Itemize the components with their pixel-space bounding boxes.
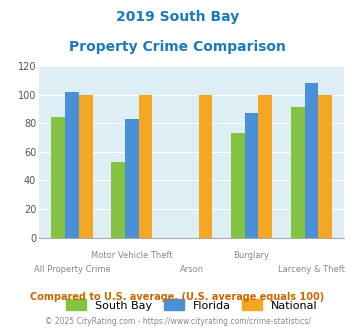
- Bar: [198, 95, 212, 238]
- Bar: [139, 95, 153, 238]
- Bar: [111, 162, 125, 238]
- Text: Motor Vehicle Theft: Motor Vehicle Theft: [91, 251, 173, 260]
- Bar: [291, 108, 305, 238]
- Bar: [245, 113, 258, 238]
- Text: Arson: Arson: [180, 265, 204, 274]
- Text: © 2025 CityRating.com - https://www.cityrating.com/crime-statistics/: © 2025 CityRating.com - https://www.city…: [45, 317, 310, 326]
- Text: Larceny & Theft: Larceny & Theft: [278, 265, 345, 274]
- Bar: [125, 119, 139, 238]
- Bar: [258, 95, 272, 238]
- Text: 2019 South Bay: 2019 South Bay: [116, 10, 239, 24]
- Bar: [51, 117, 65, 238]
- Bar: [65, 92, 79, 238]
- Bar: [305, 83, 318, 238]
- Bar: [231, 133, 245, 238]
- Text: Property Crime Comparison: Property Crime Comparison: [69, 40, 286, 53]
- Text: Compared to U.S. average. (U.S. average equals 100): Compared to U.S. average. (U.S. average …: [31, 292, 324, 302]
- Bar: [79, 95, 93, 238]
- Text: All Property Crime: All Property Crime: [34, 265, 110, 274]
- Bar: [318, 95, 332, 238]
- Legend: South Bay, Florida, National: South Bay, Florida, National: [62, 295, 322, 315]
- Text: Burglary: Burglary: [234, 251, 269, 260]
